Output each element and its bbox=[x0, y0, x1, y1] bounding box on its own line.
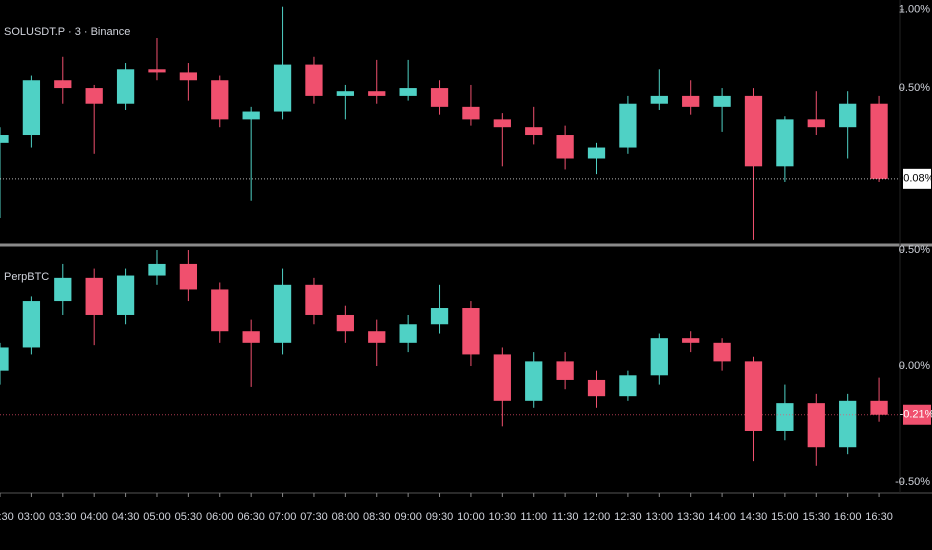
last-price-label: -0.21% bbox=[900, 409, 932, 421]
candle-body bbox=[744, 95, 763, 167]
candle-body bbox=[807, 119, 825, 128]
candle-body bbox=[305, 64, 323, 96]
candle-body bbox=[587, 147, 606, 159]
candle-body bbox=[211, 289, 229, 332]
candle-body bbox=[0, 347, 9, 371]
candle-body bbox=[493, 354, 511, 401]
candle-body bbox=[744, 361, 763, 431]
candle-body bbox=[587, 379, 606, 397]
candle-body bbox=[22, 301, 41, 348]
candle-body bbox=[148, 263, 166, 276]
candle-body bbox=[839, 400, 857, 448]
candle-body bbox=[273, 64, 292, 112]
x-tick-label: 16:00 bbox=[834, 511, 862, 523]
y-tick-label: -0.50% bbox=[895, 476, 930, 488]
candle-body bbox=[54, 80, 72, 89]
x-tick-label: 16:30 bbox=[865, 511, 893, 523]
candle-body bbox=[148, 69, 166, 73]
x-tick-label: 07:00 bbox=[269, 511, 297, 523]
candle-body bbox=[650, 95, 668, 104]
candle-body bbox=[462, 308, 480, 355]
candle-body bbox=[336, 314, 354, 332]
candle-body bbox=[776, 119, 794, 167]
candle-body bbox=[242, 331, 260, 343]
y-tick-label: 0.50% bbox=[899, 244, 930, 256]
candle-body bbox=[776, 403, 794, 431]
x-tick-label: 05:30 bbox=[175, 511, 203, 523]
x-tick-label: 08:30 bbox=[363, 511, 391, 523]
x-tick-label: 11:30 bbox=[552, 511, 579, 523]
candle-body bbox=[430, 88, 449, 107]
x-tick-label: 14:00 bbox=[708, 511, 736, 523]
x-tick-label: 03:30 bbox=[49, 511, 77, 523]
x-tick-label: 15:30 bbox=[803, 511, 831, 523]
x-tick-label: 07:30 bbox=[300, 511, 328, 523]
y-tick-label: 0.00% bbox=[899, 360, 930, 372]
x-tick-label: 11:00 bbox=[520, 511, 547, 523]
x-tick-label: 10:00 bbox=[457, 511, 485, 523]
x-tick-label: 04:30 bbox=[112, 511, 140, 523]
pane-title: SOLUSDT.P · 3 · Binance bbox=[4, 26, 130, 38]
candle-body bbox=[556, 361, 574, 380]
candle-body bbox=[22, 80, 41, 136]
x-tick-label: 08:00 bbox=[332, 511, 360, 523]
candle-body bbox=[493, 119, 511, 128]
x-tick-label: 09:30 bbox=[426, 511, 454, 523]
candle-body bbox=[713, 342, 731, 362]
last-price-box bbox=[903, 168, 931, 189]
candle-body bbox=[399, 88, 417, 96]
candle-body bbox=[116, 275, 135, 315]
candle-body bbox=[807, 403, 825, 448]
candle-body bbox=[682, 338, 700, 343]
last-price-label: -0.08% bbox=[900, 173, 932, 185]
candle-body bbox=[179, 72, 198, 81]
x-tick-label: 14:30 bbox=[740, 511, 768, 523]
x-tick-label: 12:30 bbox=[614, 511, 642, 523]
candle-body bbox=[619, 103, 637, 148]
x-tick-label: 10:30 bbox=[489, 511, 517, 523]
candle-body bbox=[713, 95, 731, 107]
candle-body bbox=[54, 277, 72, 302]
candle-body bbox=[368, 91, 386, 96]
candle-body bbox=[839, 103, 857, 128]
candle-body bbox=[525, 361, 543, 401]
candle-body bbox=[116, 69, 135, 104]
x-tick-label: 09:00 bbox=[394, 511, 422, 523]
y-tick-label: 1.00% bbox=[899, 4, 930, 16]
candle-body bbox=[430, 308, 449, 325]
candle-body bbox=[870, 103, 888, 179]
x-tick-label: 15:00 bbox=[771, 511, 799, 523]
candle-body bbox=[85, 277, 103, 315]
candle-body bbox=[619, 375, 637, 397]
y-tick-label: 0.50% bbox=[899, 82, 930, 94]
candle-body bbox=[85, 88, 103, 104]
x-tick-label: 06:30 bbox=[237, 511, 265, 523]
candle-body bbox=[242, 111, 260, 120]
candle-body bbox=[682, 95, 700, 107]
x-tick-label: 04:00 bbox=[80, 511, 108, 523]
candle-body bbox=[462, 106, 480, 120]
x-tick-label: 13:30 bbox=[677, 511, 705, 523]
x-tick-label: 12:00 bbox=[583, 511, 611, 523]
candle-body bbox=[525, 127, 543, 136]
x-tick-label: 13:00 bbox=[646, 511, 674, 523]
x-tick-label: 02:30 bbox=[0, 511, 14, 523]
x-tick-label: 06:00 bbox=[206, 511, 234, 523]
candle-body bbox=[273, 284, 292, 343]
x-tick-label: 05:00 bbox=[143, 511, 171, 523]
candle-body bbox=[556, 135, 574, 159]
x-tick-label: 03:00 bbox=[18, 511, 46, 523]
candle-body bbox=[870, 400, 888, 415]
candle-body bbox=[650, 338, 668, 376]
last-price-box bbox=[903, 404, 931, 425]
candle-body bbox=[368, 331, 386, 343]
candle-body bbox=[399, 324, 417, 343]
candle-body bbox=[0, 135, 9, 143]
candle-body bbox=[211, 80, 229, 120]
candle-body bbox=[179, 263, 198, 290]
candle-body bbox=[305, 284, 323, 315]
candle-body bbox=[336, 91, 354, 96]
pane-title: PerpBTC bbox=[4, 271, 49, 283]
